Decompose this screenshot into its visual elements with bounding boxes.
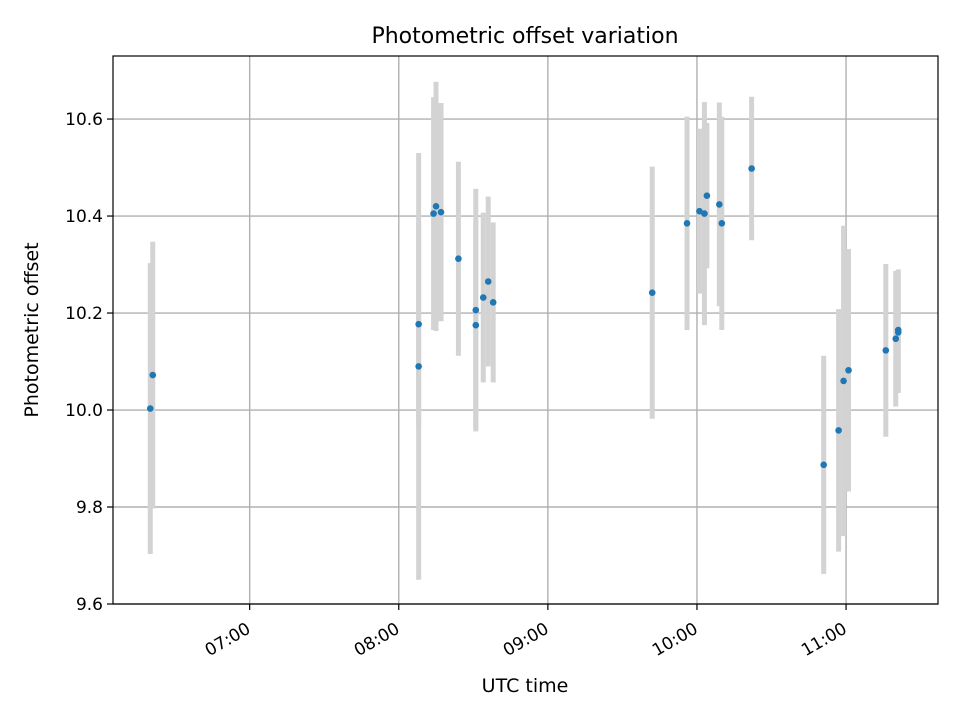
- chart-title: Photometric offset variation: [371, 24, 678, 49]
- data-point: [479, 294, 487, 301]
- data-point: [696, 207, 703, 215]
- y-tick-label: 9.6: [76, 595, 103, 615]
- data-point: [820, 461, 827, 469]
- data-point: [149, 371, 157, 379]
- x-tick-label: 08:00: [351, 619, 403, 661]
- x-axis: 07:00 08:00 09:00 10:00 11:00: [202, 604, 851, 661]
- data-point: [683, 220, 691, 227]
- x-tick-label: 07:00: [202, 619, 254, 661]
- data-point: [455, 255, 462, 263]
- data-point: [472, 306, 480, 314]
- grid-layer: [113, 56, 938, 605]
- data-point: [648, 289, 656, 296]
- data-point: [472, 321, 480, 329]
- data-point: [415, 363, 422, 370]
- data-point: [484, 278, 492, 285]
- data-point: [835, 427, 842, 434]
- data-point: [748, 165, 755, 172]
- data-point: [489, 299, 497, 306]
- x-tick-label: 09:00: [500, 619, 552, 661]
- data-point: [840, 377, 847, 385]
- y-tick-label: 10.6: [65, 110, 103, 130]
- data-point: [432, 203, 440, 210]
- plot-frame: [112, 55, 939, 605]
- x-axis-label: UTC time: [482, 675, 569, 697]
- x-tick-label: 11:00: [798, 619, 850, 661]
- y-tick-label: 9.8: [76, 498, 103, 518]
- data-point: [892, 335, 900, 343]
- y-axis: 9.6 9.8 10.0 10.2 10.4 10.6: [65, 110, 113, 615]
- data-point: [146, 405, 154, 412]
- data-point: [845, 366, 852, 374]
- data-point: [716, 201, 723, 208]
- y-tick-label: 10.2: [65, 304, 103, 324]
- y-axis-label: Photometric offset: [21, 242, 43, 417]
- data-point: [430, 210, 437, 217]
- data-point: [882, 347, 890, 354]
- point-layer: [146, 165, 902, 469]
- data-point: [894, 329, 902, 336]
- y-tick-label: 10.0: [65, 401, 103, 421]
- data-point: [415, 320, 422, 328]
- data-point: [718, 220, 726, 227]
- errorbar-layer: [147, 81, 901, 580]
- data-point: [437, 208, 445, 216]
- x-tick-label: 10:00: [649, 619, 701, 661]
- data-point: [703, 192, 711, 199]
- data-point: [701, 210, 708, 217]
- y-tick-label: 10.4: [65, 207, 103, 227]
